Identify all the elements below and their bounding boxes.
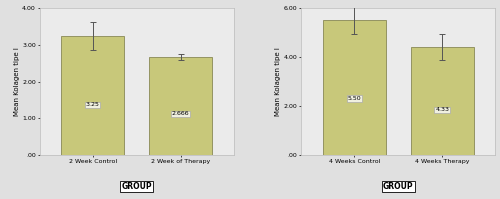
Text: GROUP: GROUP — [383, 182, 414, 191]
Text: 2.666: 2.666 — [172, 111, 190, 116]
Y-axis label: Mean Kolagen tipe I: Mean Kolagen tipe I — [14, 47, 20, 116]
Y-axis label: Mean Kolagen tipe I: Mean Kolagen tipe I — [276, 47, 281, 116]
Bar — [149, 57, 212, 155]
Text: GROUP: GROUP — [122, 182, 152, 191]
Text: 5.50: 5.50 — [348, 96, 361, 101]
Text: 4.33: 4.33 — [435, 107, 449, 112]
Bar — [61, 36, 124, 155]
Bar — [322, 20, 386, 155]
Text: 3.25: 3.25 — [86, 102, 100, 107]
Bar — [410, 47, 474, 155]
